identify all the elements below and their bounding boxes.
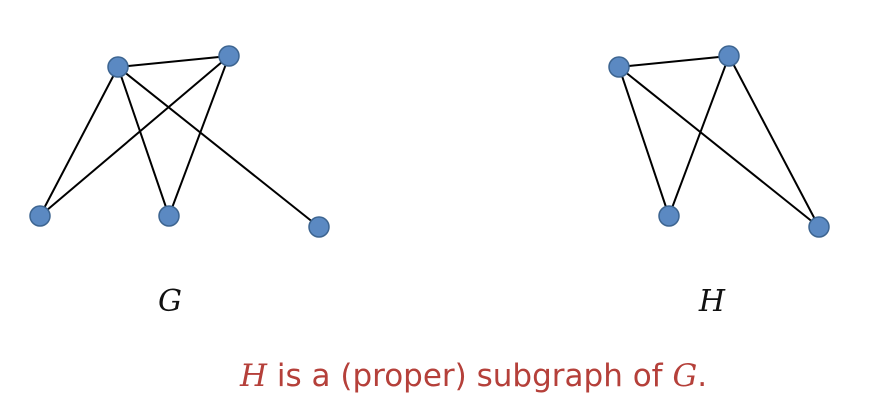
caption-subject: H [240,358,268,394]
graph-g-node-d [158,205,180,227]
graph-g-node-a [107,56,129,78]
graph-g [29,45,330,238]
graph-h-edge-a-d [618,66,670,217]
graph-h-node-b [718,45,740,67]
graph-h-node-e [808,216,830,238]
graph-g-edge-a-d [117,66,170,217]
graph-g-edge-a-b [117,55,230,68]
graph-h-edge-a-b [618,55,730,68]
graph-h-edge-a-e [618,66,820,228]
graph-h-edge-b-e [728,55,820,228]
caption-text: is a (proper) subgraph of [267,358,673,394]
graph-g-edge-a-e [117,66,320,228]
graph-g-label: G [158,284,182,319]
graph-g-node-b [218,45,240,67]
graph-g-edge-b-c [39,55,230,217]
graph-g-node-c [29,205,51,227]
caption-end: . [697,358,708,394]
graph-h [608,45,830,238]
graph-g-edge-a-c [39,66,119,217]
graph-h-edge-b-d [668,55,730,217]
graph-h-node-d [658,205,680,227]
graph-h-label: H [698,284,726,319]
caption-object: G [672,358,698,394]
caption: H is a (proper) subgraph of G. [240,356,707,396]
graph-g-edge-b-d [168,55,230,217]
graph-h-node-a [608,56,630,78]
graph-g-node-e [308,216,330,238]
